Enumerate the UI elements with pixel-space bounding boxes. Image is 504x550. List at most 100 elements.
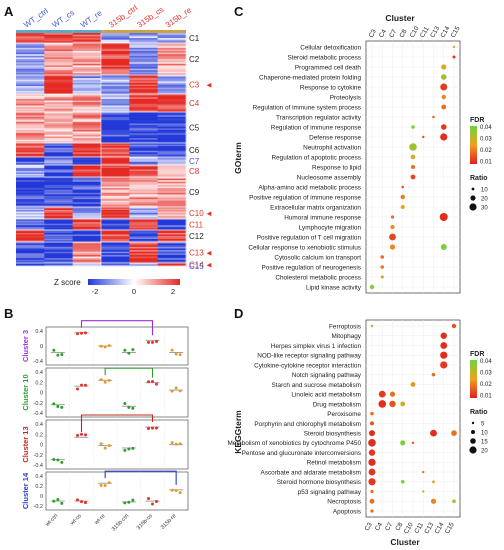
heatmap-cell [44, 71, 74, 74]
heatmap-cell [157, 258, 187, 261]
heatmap-cell [72, 243, 102, 246]
heatmap-cell [16, 184, 45, 187]
heatmap-cell [157, 202, 187, 205]
heatmap-cell [101, 233, 130, 235]
enrichment-dot [370, 509, 374, 513]
heatmap-cell [101, 256, 130, 259]
replicate-point [107, 444, 111, 448]
heatmap-cell [16, 36, 45, 39]
heatmap-cell [157, 228, 187, 231]
heatmap-cell [129, 94, 159, 97]
heatmap-cell [157, 121, 187, 124]
heatmap-cell [101, 147, 130, 150]
term-label: Ferroptosis [329, 323, 361, 330]
heatmap-cell [157, 36, 187, 39]
heatmap-cell [101, 251, 130, 254]
enrichment-dot [400, 194, 405, 200]
heatmap-cell [44, 184, 74, 187]
heatmap-cell [16, 118, 45, 121]
heatmap-cell [101, 264, 130, 267]
heatmap-cell [16, 128, 45, 131]
heatmap-cell [101, 207, 130, 209]
heatmap-cell [16, 246, 45, 249]
heatmap-cell [129, 44, 159, 47]
heatmap-cell [44, 223, 74, 226]
heatmap-cell [72, 254, 102, 257]
heatmap-cell [16, 44, 45, 47]
heatmap-cell [129, 133, 159, 136]
heatmap-cell [16, 34, 45, 37]
cluster-tick: C10 [409, 25, 421, 39]
heatmap-cell [72, 102, 102, 105]
zscore-tick-high: 2 [171, 287, 175, 296]
heatmap-cell [72, 79, 102, 82]
heatmap-cell [72, 75, 102, 77]
heatmap-cell [72, 82, 102, 85]
facet-strip-label: Cluster 3 [21, 330, 30, 362]
enrichment-dot [400, 205, 405, 209]
heatmap-cell [72, 126, 102, 129]
replicate-point [52, 348, 56, 352]
heatmap-cell [101, 103, 130, 106]
heatmap-cell [157, 123, 187, 126]
heatmap-cell [16, 86, 45, 89]
heatmap-cell [129, 177, 159, 179]
heatmap-cell [72, 200, 102, 203]
heatmap-cell [101, 178, 130, 181]
heatmap-cell [44, 250, 74, 253]
heatmap-cell [129, 67, 159, 69]
heatmap-cell [72, 62, 102, 65]
heatmap-cell [101, 165, 130, 167]
heatmap-cell [129, 223, 159, 226]
heatmap-cell [129, 191, 159, 194]
cluster-tick: C4 [374, 521, 384, 532]
enrichment-dot [411, 125, 415, 129]
heatmap-cell [101, 89, 130, 92]
heatmap-cell [129, 49, 159, 52]
term-label: Regulation of immune response [271, 124, 362, 131]
heatmap-cell [44, 70, 74, 73]
heatmap-cell [101, 258, 130, 261]
heatmap-cell [157, 158, 187, 161]
heatmap-cell [44, 84, 74, 87]
heatmap-cell [44, 168, 74, 170]
heatmap-cell [44, 62, 74, 65]
heatmap-cell [157, 43, 187, 45]
cluster-label: C1 [189, 34, 200, 43]
heatmap-cell [101, 150, 130, 153]
zscore-colorbar: Z score -2 0 2 [54, 278, 180, 296]
heatmap-cell [72, 217, 102, 220]
heatmap-cell [72, 46, 102, 49]
heatmap-cell [16, 180, 45, 183]
heatmap-cell [16, 248, 45, 251]
heatmap-cell [129, 121, 159, 124]
heatmap-cell [16, 113, 45, 116]
heatmap-cell [129, 263, 159, 265]
enrichment-dot [400, 479, 405, 484]
term-label: Extracellular matrix organization [270, 204, 361, 211]
heatmap-cell [129, 98, 159, 101]
heatmap-cell [157, 105, 187, 108]
heatmap-cell [129, 264, 159, 267]
heatmap-cell [44, 207, 74, 209]
term-label: Cellular response to xenobiotic stimulus [248, 244, 361, 251]
heatmap-cell [157, 245, 187, 248]
heatmap-cell [157, 34, 187, 37]
heatmap-cell [101, 161, 130, 164]
heatmap-cell [72, 222, 102, 225]
heatmap-cell [129, 100, 159, 103]
heatmap-cell [16, 120, 45, 123]
heatmap-cell [157, 62, 187, 65]
fdr-legend-tick: 0.01 [480, 394, 492, 400]
heatmap-cell [157, 39, 187, 42]
heatmap-cell [157, 149, 187, 152]
heatmap-cell [101, 214, 130, 217]
heatmap-cell [157, 70, 187, 73]
heatmap-cell [101, 195, 130, 198]
heatmap-cell [72, 261, 102, 264]
heatmap-cell [157, 98, 187, 101]
heatmap-cell [72, 55, 102, 58]
heatmap-cell [44, 120, 74, 123]
enrichment-dot [411, 165, 415, 169]
heatmap-cell [129, 116, 159, 119]
